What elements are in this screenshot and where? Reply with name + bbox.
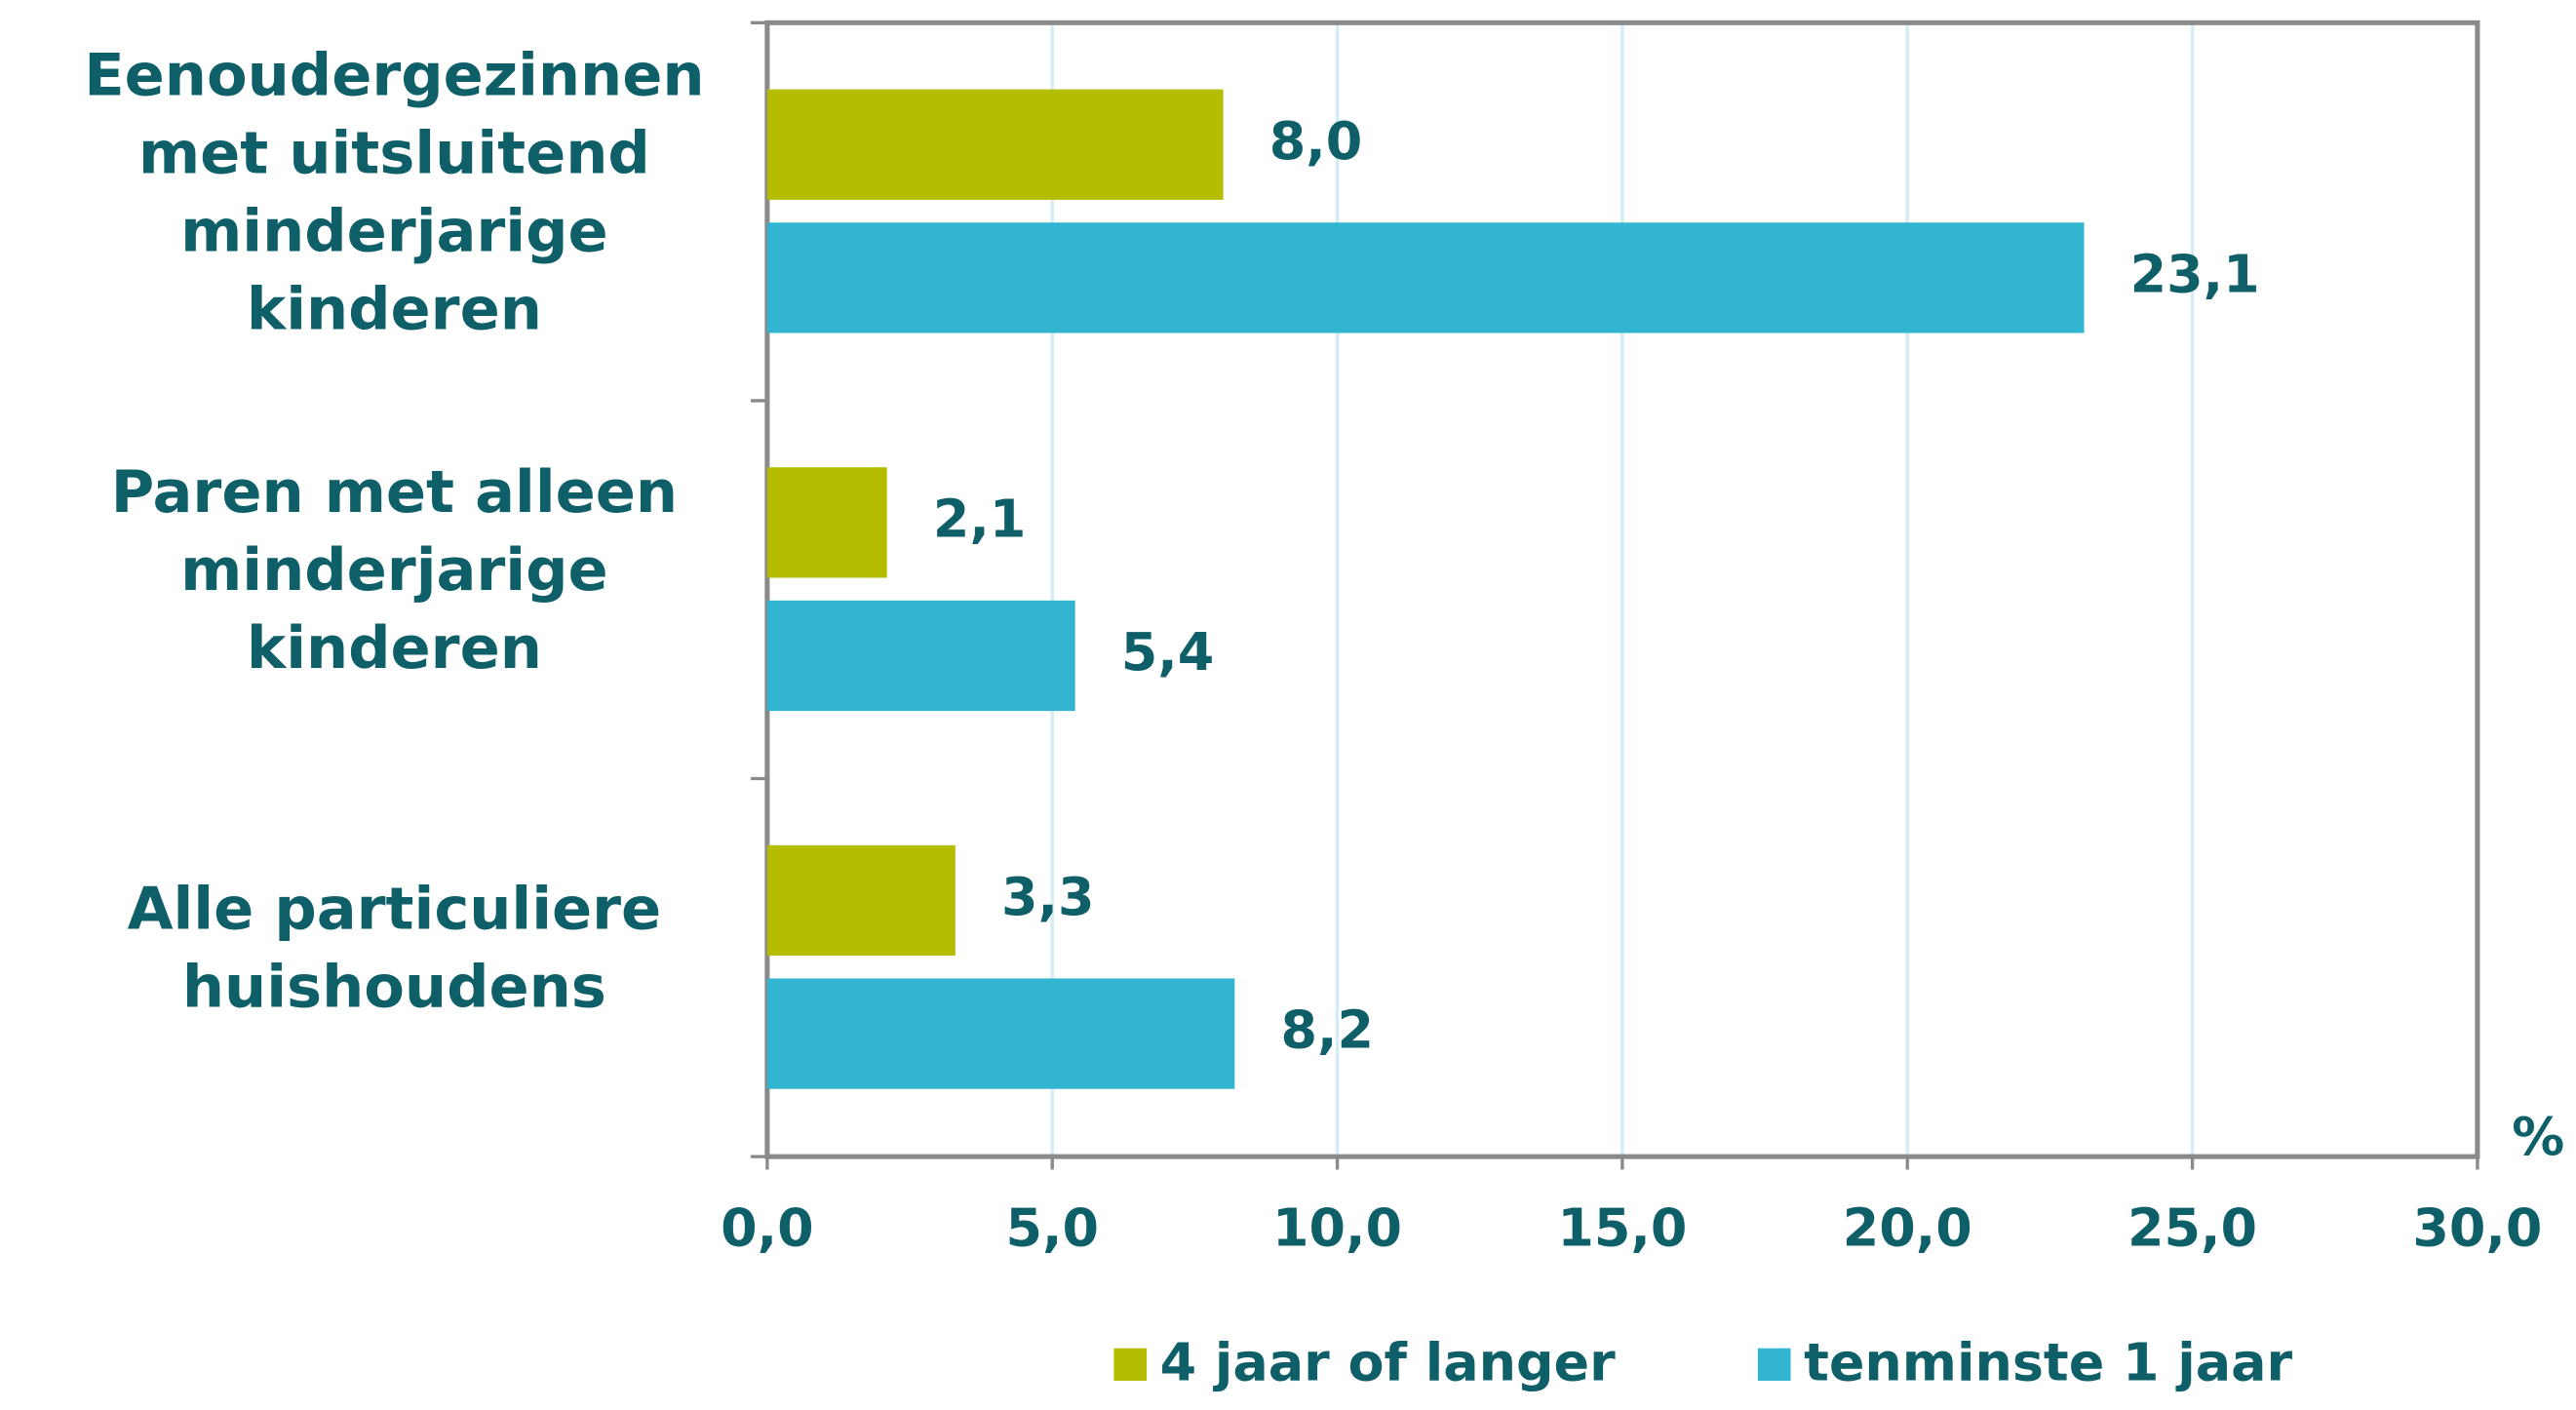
bar bbox=[766, 844, 956, 957]
data-label: 8,2 bbox=[1280, 999, 1374, 1061]
bar bbox=[766, 978, 1235, 1089]
x-tick-label: 30,0 bbox=[2412, 1197, 2542, 1259]
category-label: Eenoudergezinnen met uitsluitend minderjar… bbox=[84, 41, 704, 343]
bar bbox=[766, 467, 887, 578]
data-label: 8,0 bbox=[1269, 110, 1363, 172]
data-label: 2,1 bbox=[933, 489, 1027, 550]
x-tick-label: 0,0 bbox=[721, 1197, 814, 1259]
data-label: 5,4 bbox=[1121, 621, 1215, 683]
plot-frame bbox=[764, 20, 2480, 1159]
x-tick-label: 5,0 bbox=[1005, 1197, 1099, 1259]
bar bbox=[766, 89, 1224, 200]
bar bbox=[766, 222, 2085, 333]
category-label: Paren met alleen minderjarige kinderen bbox=[111, 458, 678, 683]
x-tick-label: 20,0 bbox=[1843, 1197, 1972, 1259]
x-tick-label: 10,0 bbox=[1272, 1197, 1402, 1259]
data-label: 3,3 bbox=[1001, 866, 1095, 927]
legend-label: 4 jaar of langer bbox=[1160, 1332, 1617, 1393]
legend-swatch bbox=[1113, 1348, 1148, 1382]
data-label: 23,1 bbox=[2130, 244, 2260, 305]
legend-swatch bbox=[1757, 1348, 1791, 1382]
x-tick-label: 25,0 bbox=[2127, 1197, 2257, 1259]
x-axis-unit: % bbox=[2512, 1106, 2564, 1167]
legend-label: tenminste 1 jaar bbox=[1804, 1332, 2293, 1393]
bar bbox=[766, 600, 1075, 712]
category-label: Alle particuliere huishoudens bbox=[128, 875, 662, 1021]
x-tick-label: 15,0 bbox=[1557, 1197, 1687, 1259]
